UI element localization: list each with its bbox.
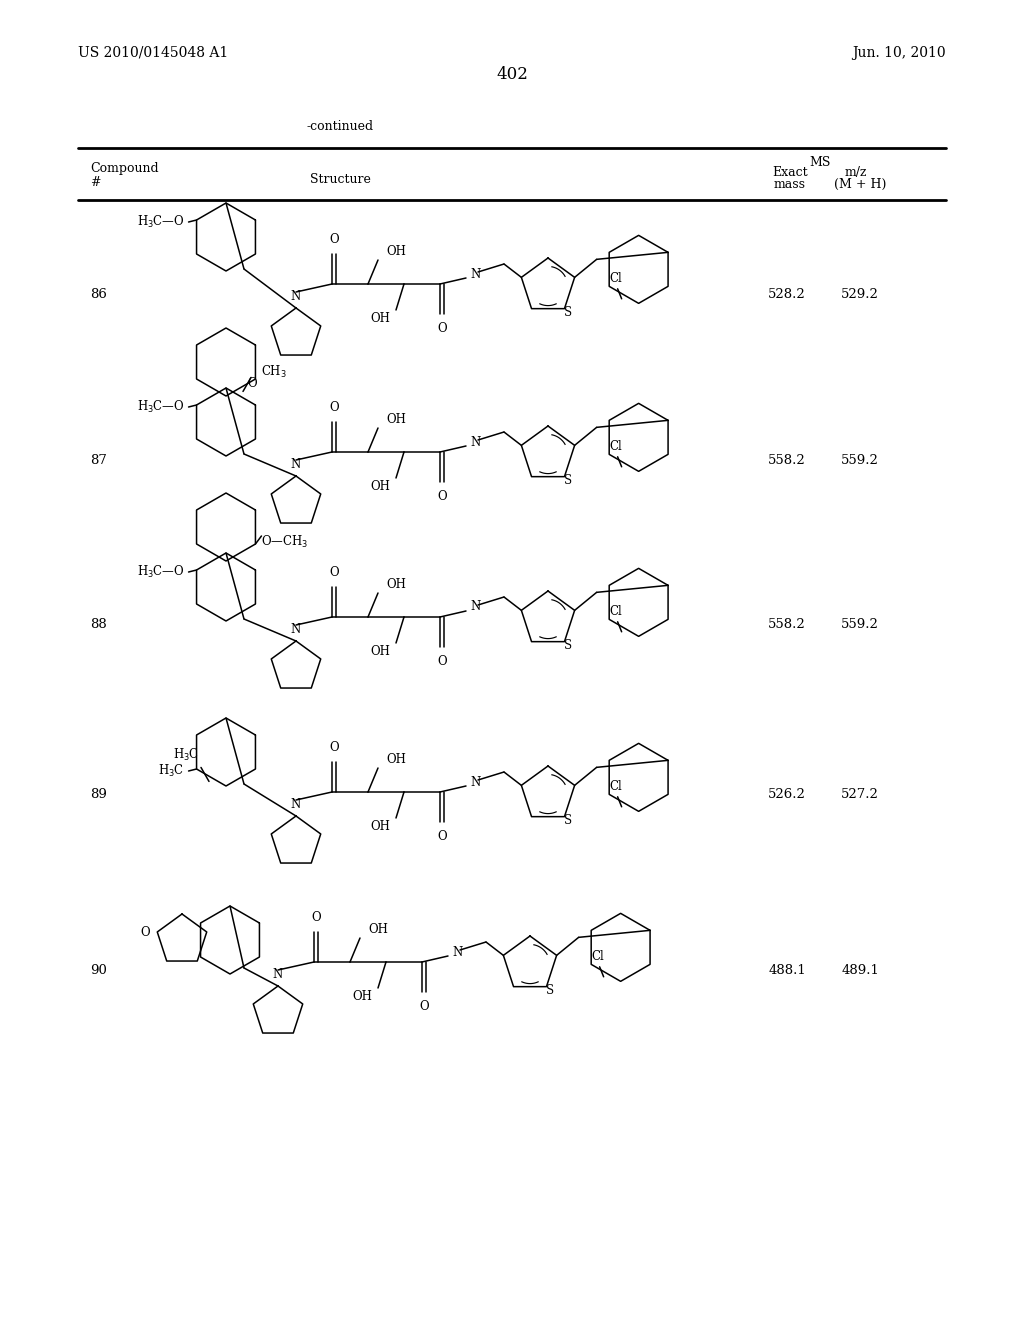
Text: CH$_3$: CH$_3$ [261,363,287,380]
Text: Compound: Compound [90,162,159,176]
Text: N: N [470,268,480,281]
Text: 529.2: 529.2 [841,289,879,301]
Text: OH: OH [386,578,406,591]
Text: N: N [291,458,301,471]
Text: OH: OH [386,752,406,766]
Text: S: S [564,639,572,652]
Text: Cl: Cl [609,605,622,618]
Text: H$_3$C: H$_3$C [159,763,184,779]
Text: N: N [470,776,480,788]
Text: N: N [470,436,480,449]
Text: S: S [564,474,572,487]
Text: 90: 90 [90,964,106,977]
Text: N: N [470,601,480,614]
Text: Exact: Exact [772,166,808,180]
Text: N: N [291,290,301,304]
Text: 489.1: 489.1 [841,964,879,977]
Text: 559.2: 559.2 [841,454,879,466]
Text: US 2010/0145048 A1: US 2010/0145048 A1 [78,46,228,59]
Text: Cl: Cl [609,780,622,793]
Text: 526.2: 526.2 [768,788,806,801]
Text: 559.2: 559.2 [841,619,879,631]
Text: S: S [564,814,572,828]
Text: Cl: Cl [591,950,604,962]
Text: Structure: Structure [309,173,371,186]
Text: Cl: Cl [609,272,622,285]
Text: H$_3$C—O: H$_3$C—O [137,564,184,579]
Text: mass: mass [774,178,806,191]
Text: O: O [329,566,339,579]
Text: O: O [311,911,321,924]
Text: OH: OH [370,645,390,657]
Text: O: O [329,741,339,754]
Text: (M + H): (M + H) [834,178,886,191]
Text: 89: 89 [90,788,106,801]
Text: O: O [437,655,446,668]
Text: 558.2: 558.2 [768,454,806,466]
Text: N: N [291,799,301,810]
Text: #: # [90,176,100,189]
Text: Cl: Cl [609,440,622,453]
Text: OH: OH [370,480,390,492]
Text: MS: MS [809,156,830,169]
Text: 528.2: 528.2 [768,289,806,301]
Text: OH: OH [352,990,372,1003]
Text: S: S [564,306,572,319]
Text: m/z: m/z [845,166,867,180]
Text: O: O [437,830,446,843]
Text: N: N [291,623,301,636]
Text: 488.1: 488.1 [768,964,806,977]
Text: H$_3$C—O: H$_3$C—O [137,214,184,230]
Text: OH: OH [370,820,390,833]
Text: O: O [247,378,257,391]
Text: O: O [419,1001,429,1012]
Text: H$_3$C—O: H$_3$C—O [137,399,184,414]
Text: S: S [547,985,555,997]
Text: H$_3$C: H$_3$C [173,747,199,763]
Text: OH: OH [368,923,388,936]
Text: 86: 86 [90,289,106,301]
Text: -continued: -continued [306,120,374,133]
Text: 87: 87 [90,454,106,466]
Text: OH: OH [370,312,390,325]
Text: OH: OH [386,413,406,426]
Text: O: O [329,234,339,246]
Text: O: O [437,322,446,335]
Text: N: N [272,968,283,981]
Text: N: N [452,945,462,958]
Text: 527.2: 527.2 [841,788,879,801]
Text: 402: 402 [496,66,528,83]
Text: 88: 88 [90,619,106,631]
Text: O: O [329,401,339,414]
Text: O: O [140,925,150,939]
Text: O—CH$_3$: O—CH$_3$ [261,535,308,550]
Text: Jun. 10, 2010: Jun. 10, 2010 [852,46,946,59]
Text: O: O [437,490,446,503]
Text: OH: OH [386,246,406,257]
Text: 558.2: 558.2 [768,619,806,631]
